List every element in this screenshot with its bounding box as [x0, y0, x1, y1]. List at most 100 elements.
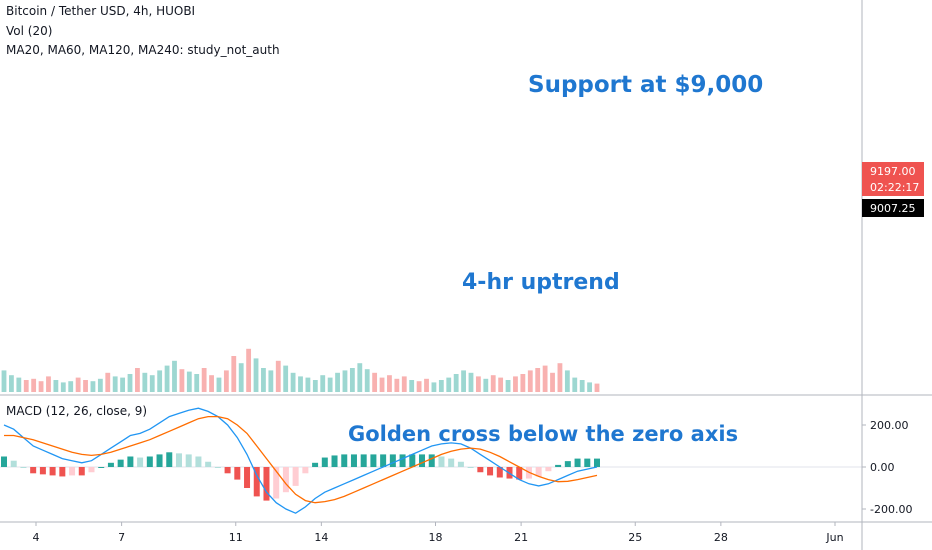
volume-bar [298, 376, 303, 392]
volume-bar [38, 381, 44, 392]
volume-bar [1, 370, 7, 392]
macd-histogram-bar [49, 467, 56, 476]
volume-bar [483, 378, 489, 392]
annotations: Support at $9,000 4-hr uptrend Golden cr… [348, 72, 763, 446]
macd-histogram-bar [78, 467, 85, 476]
volume-bar [261, 368, 266, 392]
volume-bar [587, 382, 592, 392]
macd-line [3, 407, 598, 514]
macd-histogram-bar [244, 467, 251, 488]
volume-bar [327, 377, 333, 392]
volume-bar [542, 365, 548, 392]
macd-histogram-bar [535, 467, 542, 477]
time-tick-label: 18 [429, 531, 443, 544]
macd-histogram-bar [467, 467, 474, 468]
macd-histogram-bar [594, 458, 600, 467]
time-tick-label: 25 [628, 531, 642, 544]
volume-bar [31, 378, 37, 392]
macd-histogram-bar [69, 467, 76, 476]
macd-histogram-bar [350, 454, 357, 467]
volume-bar [209, 375, 214, 392]
time-tick-label: 14 [314, 531, 328, 544]
macd-histogram-bar [146, 456, 153, 467]
price-axis: 10250.0010000.009750.009500.009250.00900… [861, 0, 912, 550]
annotation-uptrend: 4-hr uptrend [462, 270, 620, 295]
volume-bar [401, 376, 407, 392]
volume-bar [513, 376, 518, 392]
volume-bar [253, 358, 259, 392]
volume-bar [564, 370, 570, 392]
macd-histogram-bar [263, 467, 270, 501]
volume-bar [438, 380, 444, 392]
volume-bar [535, 368, 541, 392]
macd-tick-label: -200.00 [870, 503, 912, 516]
volume-bar [379, 377, 385, 392]
macd-histogram-bar [224, 467, 231, 474]
volume-bar [312, 380, 318, 392]
volume-bar [468, 372, 474, 392]
macd-histogram-bar [574, 458, 581, 467]
macd-histogram-bar [292, 467, 299, 486]
volume-bar [149, 375, 155, 392]
macd-histogram-bar [10, 460, 17, 467]
macd-histogram-bar [409, 454, 416, 467]
macd-histogram-bar [487, 467, 494, 476]
macd-histogram-bar [39, 467, 46, 475]
macd-histogram-bar [477, 467, 484, 473]
macd-histogram-bar [175, 453, 182, 467]
macd-histogram-bar [253, 467, 260, 497]
volume-bar [290, 372, 296, 392]
volume-bar [475, 376, 481, 392]
macd-histogram-bar [457, 461, 464, 467]
macd-histogram-bar [59, 467, 66, 477]
volume-bar [275, 360, 281, 392]
volume-bar [550, 372, 555, 392]
macd-histogram-bar [30, 467, 37, 474]
macd-histogram-bar [117, 459, 124, 467]
volume-bar [135, 368, 140, 392]
volume-bar [372, 372, 378, 392]
macd-histogram-bar [282, 467, 289, 493]
volume-bar [283, 365, 289, 392]
time-axis: 4 7 11 14 18 21 25 28 Jun [0, 521, 932, 544]
volume-bar [572, 377, 578, 392]
last-price-tag [862, 162, 924, 196]
macd-histogram-bar [88, 467, 95, 473]
macd-histogram-bar [312, 462, 319, 467]
macd-histogram-bar [428, 454, 435, 467]
macd-histogram-bar [380, 454, 387, 467]
volume-bar [68, 381, 74, 392]
volume-bar [164, 365, 170, 392]
macd-histogram-bar [185, 454, 192, 467]
support-price-tag [862, 199, 924, 217]
macd-histogram-bar [302, 467, 309, 474]
macd-histogram-bar [156, 454, 163, 467]
signal-line [4, 415, 598, 504]
volume-bar [461, 370, 466, 392]
macd-histogram-bar [214, 467, 221, 468]
volume-bar [105, 372, 111, 392]
macd-histogram-bar [166, 452, 173, 467]
time-tick-label: Jun [825, 531, 843, 544]
time-tick-label: 28 [714, 531, 728, 544]
annotation-support: Support at $9,000 [528, 72, 763, 98]
macd-histogram-bar [545, 467, 552, 472]
volume-bar [16, 377, 22, 392]
macd-histogram-bar [438, 456, 445, 467]
macd-histogram-bar [98, 467, 105, 468]
macd-histogram-bar [205, 461, 212, 467]
macd-histogram-bar [341, 454, 348, 467]
volume-bar [268, 370, 274, 392]
volume-bar [97, 378, 103, 392]
volume-bar [557, 363, 563, 392]
volume-bar [127, 374, 133, 392]
macd-histogram [0, 452, 862, 501]
volume-bar [142, 372, 148, 392]
macd-histogram-bar [20, 467, 27, 468]
macd-histogram-bar [107, 462, 114, 467]
macd-histogram-bar [419, 454, 426, 467]
macd-histogram-bar [370, 454, 377, 467]
macd-tick-label: 200.00 [870, 419, 909, 432]
annotation-golden-cross: Golden cross below the zero axis [348, 422, 738, 446]
candle-countdown: 02:22:17 [870, 181, 919, 194]
